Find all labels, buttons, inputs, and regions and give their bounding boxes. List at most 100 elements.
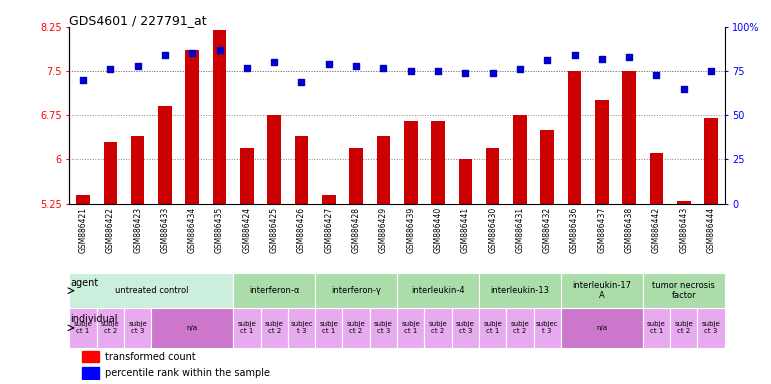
Point <box>268 59 281 65</box>
Text: n/a: n/a <box>187 325 198 331</box>
Bar <box>397 308 424 348</box>
Bar <box>288 308 315 348</box>
Text: subje
ct 2: subje ct 2 <box>510 321 530 334</box>
Bar <box>124 308 151 348</box>
Bar <box>158 106 172 204</box>
Bar <box>376 136 390 204</box>
Point <box>487 70 499 76</box>
Point <box>541 57 554 63</box>
Text: GSM886430: GSM886430 <box>488 207 497 253</box>
Text: GSM886434: GSM886434 <box>188 207 197 253</box>
Bar <box>261 308 288 348</box>
Bar <box>670 308 698 348</box>
Text: subje
ct 3: subje ct 3 <box>374 321 392 334</box>
Bar <box>69 308 96 348</box>
Point <box>241 65 253 71</box>
Point <box>432 68 444 74</box>
Text: GSM886433: GSM886433 <box>160 207 170 253</box>
Text: interleukin-4: interleukin-4 <box>411 286 465 295</box>
Bar <box>295 136 308 204</box>
Bar <box>561 308 643 348</box>
Text: GSM886441: GSM886441 <box>461 207 470 253</box>
Text: subje
ct 1: subje ct 1 <box>237 321 256 334</box>
Bar <box>540 130 554 204</box>
Text: agent: agent <box>70 278 98 288</box>
Text: GSM886436: GSM886436 <box>570 207 579 253</box>
Bar <box>431 121 445 204</box>
Bar <box>69 273 233 308</box>
Point <box>104 66 116 72</box>
Text: untreated control: untreated control <box>115 286 188 295</box>
Point <box>568 52 581 58</box>
Bar <box>370 308 397 348</box>
Bar <box>342 308 370 348</box>
Text: GSM886422: GSM886422 <box>106 207 115 253</box>
Bar <box>507 308 534 348</box>
Text: subje
ct 1: subje ct 1 <box>74 321 93 334</box>
Point <box>77 77 89 83</box>
Text: interleukin-13: interleukin-13 <box>490 286 550 295</box>
Text: GSM886438: GSM886438 <box>625 207 634 253</box>
Text: subjec
t 3: subjec t 3 <box>290 321 313 334</box>
Text: subje
ct 3: subje ct 3 <box>456 321 475 334</box>
Text: GSM886424: GSM886424 <box>242 207 251 253</box>
Bar <box>404 121 418 204</box>
Text: GSM886421: GSM886421 <box>79 207 88 253</box>
Text: GSM886440: GSM886440 <box>433 207 443 253</box>
Bar <box>479 308 507 348</box>
Text: individual: individual <box>70 314 117 324</box>
Text: GDS4601 / 227791_at: GDS4601 / 227791_at <box>69 14 207 27</box>
Point <box>322 61 335 67</box>
Text: GSM886439: GSM886439 <box>406 207 416 253</box>
Bar <box>315 273 397 308</box>
Text: tumor necrosis
factor: tumor necrosis factor <box>652 281 715 300</box>
Bar <box>595 101 608 204</box>
Bar <box>567 71 581 204</box>
Bar <box>233 308 261 348</box>
Text: GSM886429: GSM886429 <box>379 207 388 253</box>
Text: subje
ct 2: subje ct 2 <box>101 321 120 334</box>
Text: subje
ct 1: subje ct 1 <box>647 321 666 334</box>
Bar <box>82 367 99 379</box>
Bar <box>643 273 725 308</box>
Bar <box>704 118 718 204</box>
Text: n/a: n/a <box>596 325 608 331</box>
Text: interferon-γ: interferon-γ <box>332 286 381 295</box>
Text: percentile rank within the sample: percentile rank within the sample <box>106 368 271 378</box>
Point <box>186 50 198 56</box>
Bar <box>479 273 561 308</box>
Bar <box>131 136 144 204</box>
Text: GSM886432: GSM886432 <box>543 207 552 253</box>
Text: GSM886442: GSM886442 <box>652 207 661 253</box>
Text: subje
ct 3: subje ct 3 <box>128 321 147 334</box>
Point <box>596 56 608 62</box>
Text: GSM886435: GSM886435 <box>215 207 224 253</box>
Text: GSM886444: GSM886444 <box>706 207 715 253</box>
Bar <box>349 147 363 204</box>
Text: subje
ct 2: subje ct 2 <box>264 321 284 334</box>
Point <box>623 54 635 60</box>
Text: GSM886428: GSM886428 <box>352 207 361 253</box>
Bar <box>240 147 254 204</box>
Text: interferon-α: interferon-α <box>249 286 299 295</box>
Point <box>377 65 389 71</box>
Text: subje
ct 1: subje ct 1 <box>319 321 338 334</box>
Text: GSM886443: GSM886443 <box>679 207 689 253</box>
Text: subjec
t 3: subjec t 3 <box>536 321 558 334</box>
Text: subje
ct 2: subje ct 2 <box>675 321 693 334</box>
Bar <box>322 195 335 204</box>
Text: GSM886431: GSM886431 <box>516 207 524 253</box>
Bar <box>103 142 117 204</box>
Text: GSM886425: GSM886425 <box>270 207 278 253</box>
Bar <box>76 195 90 204</box>
Text: subje
ct 1: subje ct 1 <box>402 321 420 334</box>
Bar <box>561 273 643 308</box>
Point <box>678 86 690 92</box>
Text: GSM886423: GSM886423 <box>133 207 142 253</box>
Bar <box>459 159 472 204</box>
Bar <box>650 154 663 204</box>
Bar <box>698 308 725 348</box>
Bar <box>486 147 500 204</box>
Text: transformed count: transformed count <box>106 352 196 362</box>
Text: subje
ct 2: subje ct 2 <box>429 321 447 334</box>
